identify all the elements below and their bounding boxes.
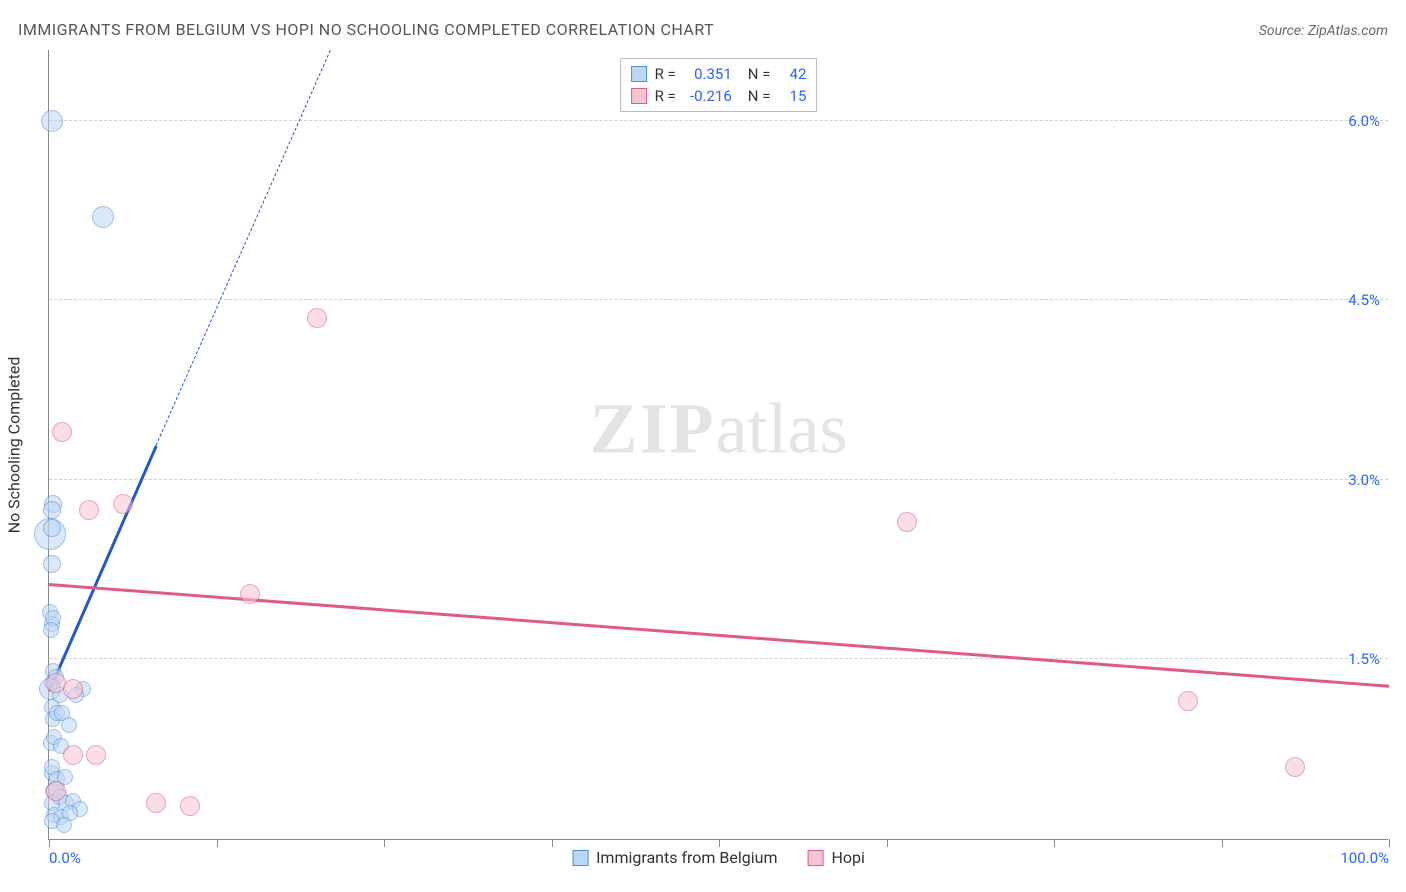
x-tick [552,839,553,847]
y-axis-label: No Schooling Completed [5,357,24,534]
legend-swatch [631,66,647,82]
data-point [41,110,63,132]
data-point [180,796,200,816]
legend-label: Hopi [832,848,865,867]
stat-r-value: -0.216 [684,87,732,105]
data-point [146,793,166,813]
scatter-chart: ZIPatlas R =0.351N =42R =-0.216N =15 Imm… [48,50,1388,840]
x-tick [217,839,218,847]
watermark-atlas: atlas [716,388,848,468]
x-tick [1222,839,1223,847]
chart-title: IMMIGRANTS FROM BELGIUM VS HOPI NO SCHOO… [18,20,714,39]
data-point [92,206,114,228]
x-tick-label: 0.0% [49,849,81,867]
stat-n-value: 15 [778,87,806,105]
stat-r-label: R = [655,65,676,83]
legend-swatch [572,850,588,866]
x-tick [1389,839,1390,847]
data-point [43,501,61,519]
stat-r-label: R = [655,87,676,105]
trend-line [156,50,331,445]
data-point [86,745,106,765]
data-point [1178,691,1198,711]
data-point [113,494,133,514]
gridline [49,479,1388,480]
data-point [79,500,99,520]
legend-swatch [808,850,824,866]
watermark-zip: ZIP [590,388,716,468]
data-point [307,308,327,328]
data-point [56,817,72,833]
stats-row: R = -0.216 N = 15 [631,85,807,107]
y-tick-label: 4.5% [1348,291,1380,309]
gridline [49,120,1388,121]
correlation-stats-box: R = 0.351 N = 42 R = -0.216 N = 15 [620,58,818,112]
stat-r-value: 0.351 [684,65,732,83]
chart-source: Source: ZipAtlas.com [1259,23,1388,39]
legend-item: Hopi [808,848,865,867]
x-tick-label: 100.0% [1340,849,1389,867]
data-point [897,512,917,532]
trend-line [48,446,158,693]
x-tick [887,839,888,847]
legend-label: Immigrants from Belgium [596,848,777,867]
data-point [43,519,61,537]
x-tick [719,839,720,847]
data-point [1285,757,1305,777]
series-legend: Immigrants from Belgium Hopi [572,848,865,867]
x-tick [1054,839,1055,847]
x-tick [384,839,385,847]
data-point [63,745,83,765]
data-point [52,422,72,442]
chart-header: IMMIGRANTS FROM BELGIUM VS HOPI NO SCHOO… [18,20,1388,39]
y-tick-label: 1.5% [1348,650,1380,668]
x-tick [49,839,50,847]
stat-n-value: 42 [778,65,806,83]
gridline [49,299,1388,300]
legend-swatch [631,88,647,104]
data-point [43,555,61,573]
y-tick-label: 6.0% [1348,112,1380,130]
stat-n-label: N = [748,65,771,83]
gridline [49,658,1388,659]
data-point [240,584,260,604]
legend-item: Immigrants from Belgium [572,848,777,867]
data-point [61,717,77,733]
data-point [46,781,66,801]
stats-row: R = 0.351 N = 42 [631,63,807,85]
stat-n-label: N = [748,87,771,105]
data-point [43,622,59,638]
y-tick-label: 3.0% [1348,471,1380,489]
watermark: ZIPatlas [590,387,848,470]
data-point [63,679,83,699]
